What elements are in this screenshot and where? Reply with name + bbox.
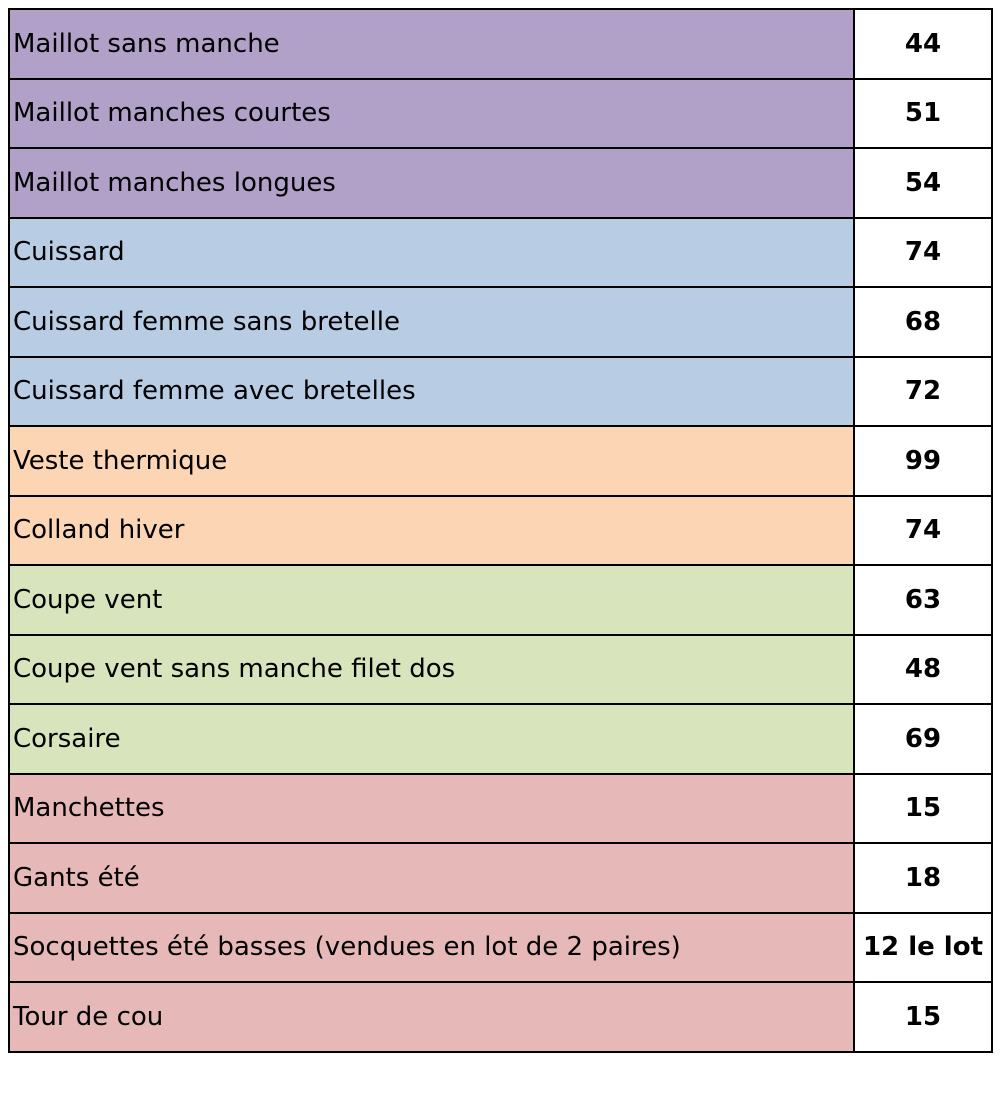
- price-cell: 68: [853, 286, 993, 358]
- item-name-cell: Manchettes: [8, 772, 855, 844]
- item-name-cell: Cuissard: [8, 216, 855, 288]
- table-row: Coupe vent 63: [8, 564, 993, 636]
- price-cell: 74: [853, 494, 993, 566]
- price-cell: 63: [853, 564, 993, 636]
- item-name-cell: Gants été: [8, 842, 855, 914]
- price-table: Maillot sans manche 44 Maillot manches c…: [8, 8, 993, 1053]
- price-cell: 48: [853, 633, 993, 705]
- price-cell: 54: [853, 147, 993, 219]
- table-row: Gants été 18: [8, 842, 993, 914]
- table-row: Maillot manches courtes 51: [8, 77, 993, 149]
- item-name-cell: Colland hiver: [8, 494, 855, 566]
- price-table-body: Maillot sans manche 44 Maillot manches c…: [8, 8, 993, 1053]
- price-cell: 99: [853, 425, 993, 497]
- table-row: Socquettes été basses (vendues en lot de…: [8, 911, 993, 983]
- item-name-cell: Cuissard femme sans bretelle: [8, 286, 855, 358]
- price-cell: 69: [853, 703, 993, 775]
- item-name-cell: Maillot manches courtes: [8, 77, 855, 149]
- table-row: Maillot sans manche 44: [8, 8, 993, 80]
- item-name-cell: Tour de cou: [8, 981, 855, 1053]
- table-row: Tour de cou 15: [8, 981, 993, 1053]
- item-name-cell: Socquettes été basses (vendues en lot de…: [8, 911, 855, 983]
- table-row: Colland hiver 74: [8, 494, 993, 566]
- table-row: Cuissard 74: [8, 216, 993, 288]
- price-cell: 74: [853, 216, 993, 288]
- price-cell: 12 le lot: [853, 911, 993, 983]
- table-row: Corsaire 69: [8, 703, 993, 775]
- item-name-cell: Maillot sans manche: [8, 8, 855, 80]
- item-name-cell: Cuissard femme avec bretelles: [8, 355, 855, 427]
- table-row: Cuissard femme sans bretelle 68: [8, 286, 993, 358]
- price-cell: 15: [853, 981, 993, 1053]
- table-row: Coupe vent sans manche filet dos 48: [8, 633, 993, 705]
- item-name-cell: Coupe vent: [8, 564, 855, 636]
- table-row: Cuissard femme avec bretelles 72: [8, 355, 993, 427]
- table-row: Manchettes 15: [8, 772, 993, 844]
- item-name-cell: Coupe vent sans manche filet dos: [8, 633, 855, 705]
- table-row: Veste thermique 99: [8, 425, 993, 497]
- item-name-cell: Maillot manches longues: [8, 147, 855, 219]
- price-cell: 18: [853, 842, 993, 914]
- item-name-cell: Corsaire: [8, 703, 855, 775]
- item-name-cell: Veste thermique: [8, 425, 855, 497]
- price-cell: 51: [853, 77, 993, 149]
- price-cell: 44: [853, 8, 993, 80]
- table-row: Maillot manches longues 54: [8, 147, 993, 219]
- price-cell: 15: [853, 772, 993, 844]
- price-cell: 72: [853, 355, 993, 427]
